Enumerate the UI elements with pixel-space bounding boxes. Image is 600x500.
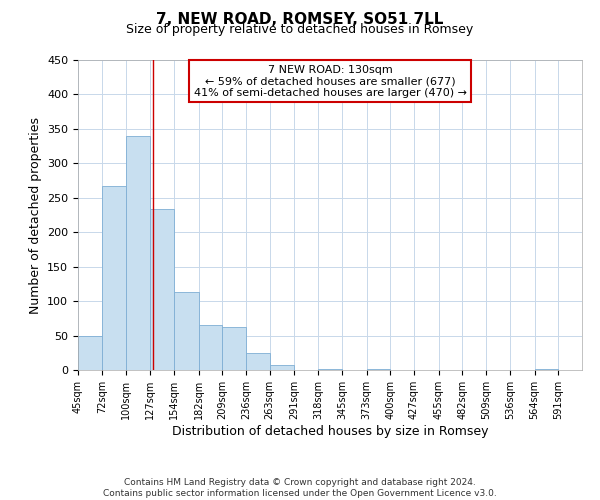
- Bar: [78, 336, 102, 370]
- X-axis label: Distribution of detached houses by size in Romsey: Distribution of detached houses by size …: [172, 424, 488, 438]
- Y-axis label: Number of detached properties: Number of detached properties: [29, 116, 41, 314]
- Text: 7 NEW ROAD: 130sqm
← 59% of detached houses are smaller (677)
41% of semi-detach: 7 NEW ROAD: 130sqm ← 59% of detached hou…: [193, 64, 467, 98]
- Bar: [127, 136, 150, 370]
- Text: Size of property relative to detached houses in Romsey: Size of property relative to detached ho…: [127, 22, 473, 36]
- Bar: [102, 186, 127, 370]
- Bar: [222, 328, 246, 370]
- Bar: [199, 325, 222, 370]
- Text: Contains HM Land Registry data © Crown copyright and database right 2024.
Contai: Contains HM Land Registry data © Crown c…: [103, 478, 497, 498]
- Text: 7, NEW ROAD, ROMSEY, SO51 7LL: 7, NEW ROAD, ROMSEY, SO51 7LL: [157, 12, 443, 28]
- Bar: [535, 368, 558, 370]
- Bar: [318, 368, 342, 370]
- Bar: [174, 292, 199, 370]
- Bar: [270, 365, 295, 370]
- Bar: [150, 210, 174, 370]
- Bar: [246, 353, 270, 370]
